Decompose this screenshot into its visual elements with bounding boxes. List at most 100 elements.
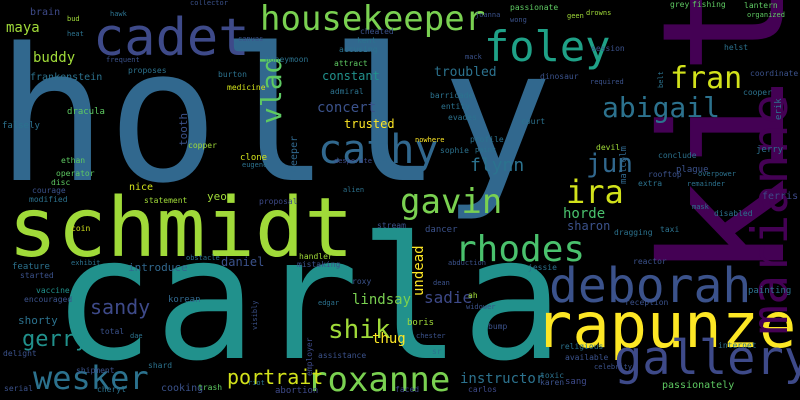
word-feature: feature	[12, 262, 50, 272]
word-korean: korean	[168, 295, 201, 305]
word-reception: reception	[625, 298, 669, 307]
word-serial: serial	[4, 384, 33, 393]
word-fishing: fishing	[692, 0, 726, 9]
word-modified: modified	[29, 195, 68, 204]
word-falsely: falsely	[2, 121, 40, 131]
word-painting: painting	[748, 286, 792, 296]
word-housekeeper: housekeeper	[260, 0, 486, 39]
word-introduce: introduce	[128, 261, 188, 274]
word-undead: undead	[411, 245, 427, 296]
word-total: total	[100, 327, 125, 336]
word-ah: ah	[468, 291, 478, 300]
word-jessie: jessie	[528, 263, 557, 272]
word-gavin: gavin	[400, 182, 503, 222]
word-dragging: dragging	[614, 228, 653, 237]
word-flynn: flynn	[470, 155, 525, 176]
word-yeon: yeon	[207, 190, 234, 203]
word-profile: profile	[470, 135, 504, 144]
word-canvas: canvas	[238, 35, 264, 43]
word-nowhere: nowhere	[415, 136, 445, 144]
word-desperate: desperate	[334, 157, 372, 165]
word-buddy: buddy	[33, 50, 76, 66]
word-sandy: sandy	[90, 295, 151, 319]
word-session: session	[591, 44, 625, 53]
word-roxanne: roxanne	[307, 360, 451, 400]
word-overpower: overpower	[698, 170, 736, 178]
word-devil: devil	[596, 143, 621, 152]
word-dean: dean	[433, 279, 450, 287]
word-shipment: shipment	[76, 366, 115, 375]
word-geen: geen	[567, 12, 584, 20]
word-gerry: gerry	[22, 327, 89, 352]
word-rhodes: rhodes	[455, 229, 586, 270]
word-carlos: carlos	[468, 385, 497, 394]
word-cheated: cheated	[360, 27, 394, 36]
word-jun: jun	[586, 149, 633, 179]
word-statement: statement	[144, 196, 188, 205]
word-sang: sang	[565, 377, 587, 387]
word-coin: coin	[71, 224, 91, 233]
word-cooking: cooking	[161, 383, 204, 394]
word-vaccine: vaccine	[36, 286, 70, 295]
word-clone: clone	[240, 153, 268, 163]
word-boris: boris	[407, 318, 435, 328]
word-gallery: gallery	[614, 331, 800, 386]
word-riot: riot	[248, 379, 265, 387]
word-assistance: assistance	[318, 351, 367, 360]
word-admiral: admiral	[330, 87, 364, 96]
word-malcolm: malcolm	[619, 146, 629, 184]
word-shard: shard	[148, 361, 173, 370]
word-edgar: edgar	[318, 299, 340, 307]
word-mack: mack	[465, 53, 482, 61]
word-abigail: abigail	[602, 91, 721, 124]
word-daniel: daniel	[221, 255, 265, 269]
word-concert: concert	[317, 100, 377, 116]
word-instructor: instructor	[460, 371, 545, 387]
word-proposes: proposes	[128, 66, 167, 75]
word-thug: thug	[372, 331, 406, 347]
word-deborah: deborah	[549, 258, 752, 314]
word-remainder: remainder	[687, 180, 725, 188]
word-bump: bump	[488, 322, 508, 331]
word-plague: plague	[676, 165, 709, 175]
word-passionately: passionately	[662, 380, 735, 391]
word-frequent: frequent	[106, 56, 140, 64]
word-mistaking: mistaking	[297, 260, 341, 269]
word-eugene: eugene	[242, 161, 268, 169]
word-jerry: jerry	[756, 145, 784, 155]
word-drowns: drowns	[586, 9, 612, 17]
word-courage: courage	[32, 186, 66, 195]
word-ira: ira	[566, 173, 624, 211]
word-taxi: taxi	[660, 225, 680, 234]
word-wesker: wesker	[33, 359, 149, 397]
word-frankenstein: frankenstein	[30, 72, 103, 83]
word-dracula: dracula	[67, 107, 105, 117]
word-organized: organized	[747, 11, 785, 19]
word-sr: sr	[432, 347, 442, 356]
word-cheryl: cheryl	[97, 385, 126, 394]
word-dancer: dancer	[425, 225, 458, 235]
word-disc: disc	[51, 178, 71, 187]
word-sadie: sadie	[424, 288, 473, 307]
word-trash: trash	[198, 383, 223, 392]
word-widower: widower	[466, 303, 496, 311]
word-shik: shik	[328, 315, 391, 345]
word-entity: entity	[441, 102, 470, 111]
word-cadet: cadet	[93, 8, 250, 68]
word-portrait: portrait	[227, 365, 324, 389]
word-attract: attract	[334, 59, 368, 68]
word-fran: fran	[670, 61, 743, 96]
word-abortion: abortion	[275, 386, 319, 396]
word-heat: heat	[67, 30, 84, 38]
word-cooper: cooper	[743, 88, 772, 97]
word-constant: constant	[322, 69, 380, 83]
word-chester: chester	[416, 332, 446, 340]
word-faced: faced	[395, 385, 420, 394]
word-stream: stream	[377, 221, 406, 230]
word-obstacle: obstacle	[186, 254, 220, 262]
word-hawk: hawk	[110, 10, 127, 18]
word-brain: brain	[30, 7, 61, 18]
word-lindsay: lindsay	[352, 292, 412, 308]
word-burton: burton	[218, 70, 247, 79]
word-horde: horde	[563, 206, 606, 222]
